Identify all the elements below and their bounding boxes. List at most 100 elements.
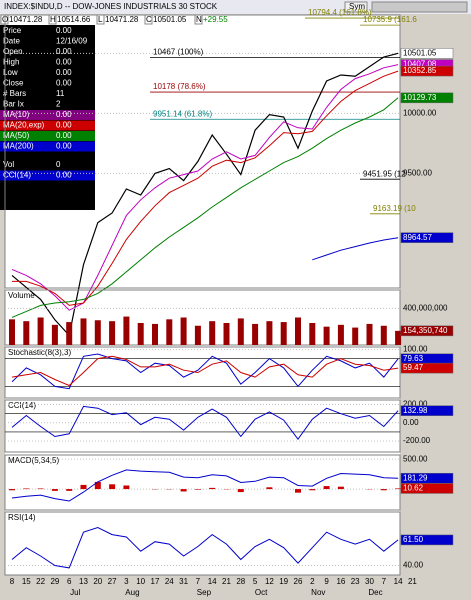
window-controls[interactable] — [371, 1, 468, 13]
ma-status: 0.00 — [56, 110, 72, 119]
legend-entry: MA(10) — [3, 110, 30, 119]
bar — [166, 319, 173, 345]
current-value: 8964.57 — [403, 233, 432, 242]
info-value: 0.00 — [56, 68, 72, 77]
x-tick-label: 16 — [336, 577, 345, 586]
ma-status: 0.00 — [56, 131, 72, 140]
series-line — [312, 237, 399, 261]
bar — [237, 489, 244, 493]
bar — [366, 323, 373, 345]
month-label: Sep — [197, 588, 212, 597]
info-label: Low — [3, 68, 18, 77]
x-tick-label: 17 — [151, 577, 160, 586]
bar — [80, 318, 87, 345]
y-tick-label: 10000.00 — [403, 109, 437, 118]
bar — [180, 317, 187, 345]
panel-frame — [4, 14, 401, 289]
ohlc-text: 10501.05 — [153, 15, 187, 24]
bar — [123, 316, 130, 345]
x-tick-label: 2 — [310, 577, 315, 586]
x-tick-label: 31 — [179, 577, 188, 586]
bar — [295, 317, 301, 345]
sym-button[interactable] — [344, 1, 368, 13]
bar — [123, 485, 130, 490]
legend-entry: MA(50) — [3, 131, 30, 140]
current-value: 10407.08 — [403, 60, 437, 69]
info-label: Bar Ix — [3, 100, 24, 109]
ohlc-text: 10471.28 — [9, 15, 43, 24]
info-value: 0.00 — [56, 26, 72, 35]
month-label: Aug — [125, 588, 139, 597]
panel-title: RSI(14) — [8, 513, 36, 522]
bar — [309, 323, 316, 345]
bar — [252, 323, 259, 345]
window-title: INDEX:$INDU,D -- DOW-JONES INDUSTRIALS 3… — [4, 2, 218, 11]
x-tick-label: 9 — [324, 577, 329, 586]
bar — [380, 489, 387, 491]
series-line — [11, 405, 399, 441]
legend-entry: MA(20,exp) — [3, 121, 45, 130]
x-tick-label: 21 — [408, 577, 417, 586]
series-line — [11, 64, 399, 311]
x-tick-label: 13 — [79, 577, 88, 586]
bar — [23, 321, 30, 345]
bar — [395, 330, 402, 345]
info-label: Open — [3, 47, 23, 56]
current-value-bg — [400, 232, 454, 243]
info-label: Vol — [3, 160, 14, 169]
ma-row-bg — [0, 131, 95, 141]
ohlc-text: C — [146, 15, 152, 24]
ohlc-text: 10514.66 — [57, 15, 91, 24]
x-tick-label: 6 — [67, 577, 72, 586]
panel-title: CCI(14) — [8, 401, 36, 410]
bar — [9, 319, 15, 345]
info-value: 12/16/09 — [56, 37, 88, 46]
x-tick-label: 21 — [222, 577, 231, 586]
x-tick-label: 15 — [22, 577, 31, 586]
bar — [266, 487, 273, 490]
bar — [352, 327, 359, 345]
x-tick-label: 7 — [196, 577, 201, 586]
month-label: Jul — [70, 588, 80, 597]
info-value: 0.00 — [56, 171, 72, 180]
ohlc-text: H — [50, 15, 56, 24]
bar — [66, 322, 73, 345]
fib-label: 10178 (78.6%) — [153, 82, 206, 91]
ma-row-bg — [0, 120, 95, 131]
bar — [51, 324, 58, 345]
x-tick-label: 12 — [265, 577, 274, 586]
info-label: # Bars — [3, 89, 26, 98]
bar — [323, 326, 330, 345]
bar — [80, 484, 87, 490]
ohlc-text: L — [98, 15, 103, 24]
current-value: 181.29 — [403, 473, 428, 482]
fib-label: 9451.95 (12 — [363, 169, 406, 178]
panel-title: Stochastic(8(3),3) — [8, 348, 71, 357]
x-tick-label: 14 — [208, 577, 217, 586]
y-tick-label: 9500.00 — [403, 169, 432, 178]
current-value-bg — [400, 472, 454, 484]
current-value-bg — [400, 325, 454, 337]
series-line — [11, 526, 399, 569]
bar — [194, 325, 201, 345]
x-tick-label: 26 — [294, 577, 303, 586]
y-tick-label: -200.00 — [403, 436, 431, 445]
series-line — [11, 469, 399, 502]
cci-row-bg — [0, 170, 95, 181]
fib-label: 10467 (100%) — [153, 47, 204, 56]
current-value: 61.50 — [403, 535, 424, 544]
info-value: 11 — [56, 89, 65, 98]
current-value: 10352.85 — [403, 66, 437, 75]
fib-label: 9163.19 (10 — [373, 204, 416, 213]
fib-label: 10735.9 (161.6 — [363, 15, 417, 24]
bar — [237, 318, 244, 345]
bar — [209, 487, 216, 490]
info-label: CCI(14) — [3, 171, 31, 180]
info-label: Price — [3, 26, 22, 35]
bar — [66, 489, 73, 491]
bar — [309, 489, 316, 491]
ma-status: 0.00 — [56, 121, 72, 130]
current-value: 10129.73 — [403, 93, 437, 102]
info-value: 0.00 — [56, 47, 72, 56]
